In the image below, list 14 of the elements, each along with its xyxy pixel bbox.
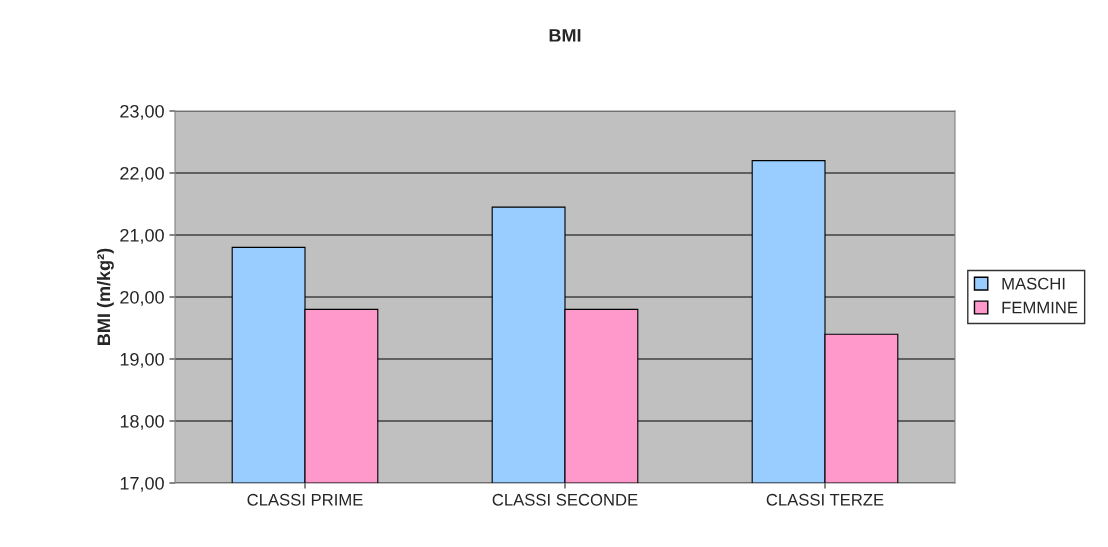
y-tick-label: 18,00 xyxy=(120,414,164,430)
y-tick-label: 23,00 xyxy=(120,104,164,120)
y-tick-label: 22,00 xyxy=(120,166,164,182)
legend-label: MASCHI xyxy=(1002,277,1065,290)
legend-label: FEMMINE xyxy=(1002,301,1078,314)
y-axis-title: BMI (m/kg²) xyxy=(96,248,114,345)
x-tick-label: CLASSI TERZE xyxy=(766,493,884,506)
x-tick-label: CLASSI PRIME xyxy=(247,493,363,506)
y-tick-label: 17,00 xyxy=(120,476,164,492)
y-tick-label: 20,00 xyxy=(120,290,164,306)
y-tick-label: 21,00 xyxy=(120,228,164,244)
x-tick-label: CLASSI SECONDE xyxy=(492,493,638,506)
y-tick-label: 19,00 xyxy=(120,352,164,368)
chart-title: BMI xyxy=(549,29,581,42)
